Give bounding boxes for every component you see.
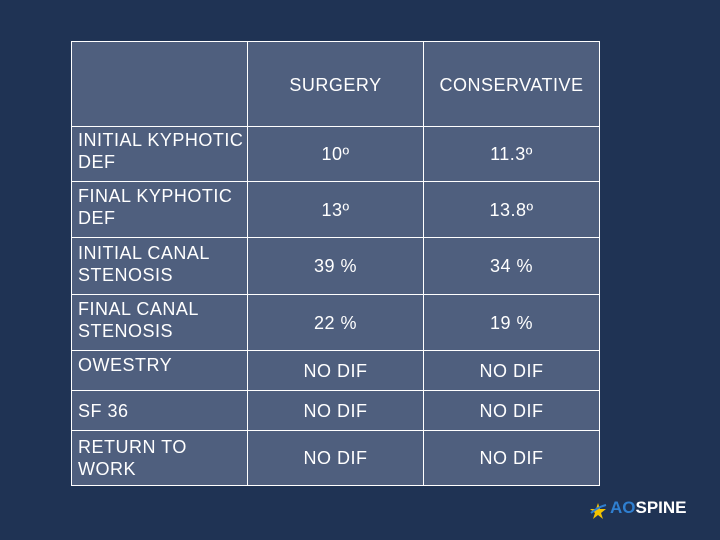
surgery-value: NO DIF — [247, 350, 424, 391]
conservative-value: NO DIF — [423, 350, 600, 391]
table-row: OWESTRY NO DIF NO DIF — [71, 350, 600, 391]
surgery-value: 13º — [247, 181, 424, 238]
logo-mark-icon — [590, 503, 607, 519]
comparison-table: SURGERY CONSERVATIVE INITIAL KYPHOTIC DE… — [71, 41, 600, 486]
table-row: INITIAL CANAL STENOSIS 39 % 34 % — [71, 237, 600, 295]
conservative-value: 13.8º — [423, 181, 600, 238]
conservative-value: 11.3º — [423, 126, 600, 182]
surgery-value: 39 % — [247, 237, 424, 295]
table-row: FINAL KYPHOTIC DEF 13º 13.8º — [71, 181, 600, 238]
row-label: RETURN TO WORK — [71, 430, 248, 486]
table-row: INITIAL KYPHOTIC DEF 10º 11.3º — [71, 126, 600, 182]
conservative-value: 19 % — [423, 294, 600, 351]
header-conservative: CONSERVATIVE — [423, 41, 600, 127]
conservative-value: NO DIF — [423, 430, 600, 486]
table-row: FINAL CANAL STENOSIS 22 % 19 % — [71, 294, 600, 351]
row-label: FINAL KYPHOTIC DEF — [71, 181, 248, 238]
logo-ao: AO — [610, 498, 636, 517]
header-empty-cell — [71, 41, 248, 127]
table-row: SF 36 NO DIF NO DIF — [71, 390, 600, 431]
table-row: RETURN TO WORK NO DIF NO DIF — [71, 430, 600, 486]
row-label: INITIAL CANAL STENOSIS — [71, 237, 248, 295]
logo-spine: SPINE — [635, 498, 687, 517]
header-surgery: SURGERY — [247, 41, 424, 127]
row-label: INITIAL KYPHOTIC DEF — [71, 126, 248, 182]
header-row: SURGERY CONSERVATIVE — [71, 41, 600, 127]
row-label: OWESTRY — [71, 350, 248, 391]
conservative-value: 34 % — [423, 237, 600, 295]
surgery-value: 22 % — [247, 294, 424, 351]
surgery-value: NO DIF — [247, 430, 424, 486]
row-label: SF 36 — [71, 390, 248, 431]
aospine-logo: AOSPINE — [588, 497, 690, 523]
logo-text: AOSPINE — [610, 499, 687, 517]
surgery-value: NO DIF — [247, 390, 424, 431]
surgery-value: 10º — [247, 126, 424, 182]
row-label: FINAL CANAL STENOSIS — [71, 294, 248, 351]
conservative-value: NO DIF — [423, 390, 600, 431]
